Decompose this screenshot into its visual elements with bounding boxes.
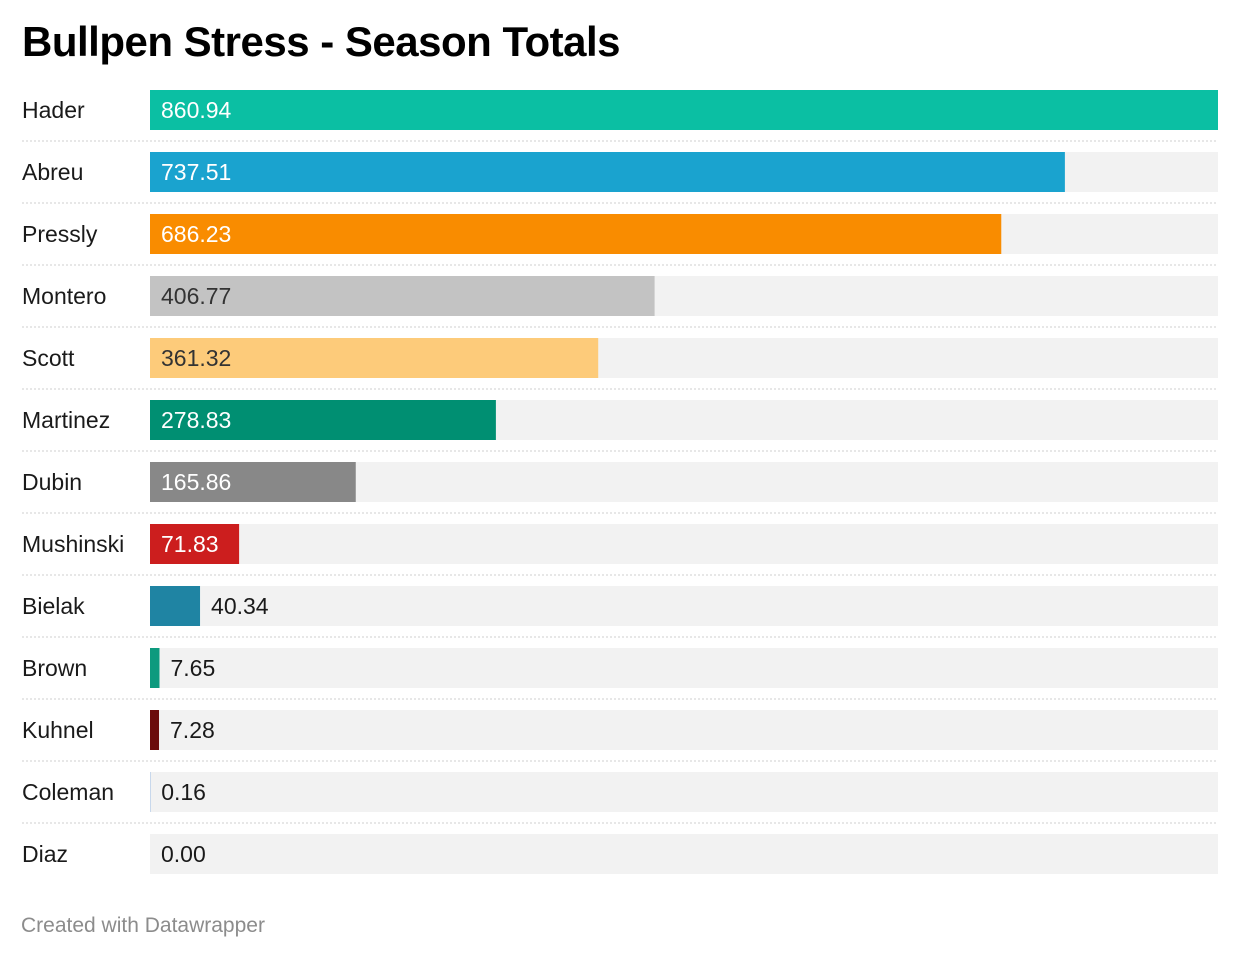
category-label: Brown: [22, 655, 87, 681]
bar-track: [150, 772, 1218, 812]
bar-rows: Hader 860.94 Abreu 737.51 Pressly 686.23 Monte…: [22, 90, 1218, 874]
bar-track: [150, 710, 1218, 750]
bar: [150, 338, 599, 378]
value-label: 7.65: [170, 655, 215, 681]
value-label: 0.00: [161, 841, 206, 867]
value-label: 686.23: [161, 221, 231, 247]
category-label: Martinez: [22, 407, 110, 433]
bar: [150, 152, 1065, 192]
bar: [150, 214, 1002, 254]
value-label: 7.28: [170, 717, 215, 743]
value-label: 0.16: [161, 779, 206, 805]
bar-track: [150, 524, 1218, 564]
category-label: Pressly: [22, 221, 98, 247]
value-label: 40.34: [211, 593, 269, 619]
category-label: Montero: [22, 283, 106, 309]
bar: [150, 90, 1218, 130]
value-label: 860.94: [161, 97, 232, 123]
category-label: Diaz: [22, 841, 68, 867]
value-label: 406.77: [161, 283, 231, 309]
footer-credit: Created with Datawrapper: [21, 914, 265, 937]
category-label: Bielak: [22, 593, 85, 619]
category-label: Dubin: [22, 469, 82, 495]
value-label: 361.32: [161, 345, 231, 371]
bar: [150, 710, 160, 750]
category-label: Abreu: [22, 159, 83, 185]
category-label: Hader: [22, 97, 85, 123]
chart-title: Bullpen Stress - Season Totals: [22, 18, 621, 65]
category-label: Kuhnel: [22, 717, 94, 743]
value-label: 165.86: [161, 469, 231, 495]
bar: [150, 648, 160, 688]
bar: [150, 586, 201, 626]
bar-track: [150, 834, 1218, 874]
bar: [150, 524, 240, 564]
bar: [150, 276, 655, 316]
category-label: Coleman: [22, 779, 114, 805]
value-label: 278.83: [161, 407, 231, 433]
category-label: Mushinski: [22, 531, 124, 557]
category-label: Scott: [22, 345, 75, 371]
bar-track: [150, 648, 1218, 688]
value-label: 737.51: [161, 159, 231, 185]
bar: [150, 462, 356, 502]
bar-track: [150, 586, 1218, 626]
value-label: 71.83: [161, 531, 219, 557]
bar: [150, 400, 496, 440]
